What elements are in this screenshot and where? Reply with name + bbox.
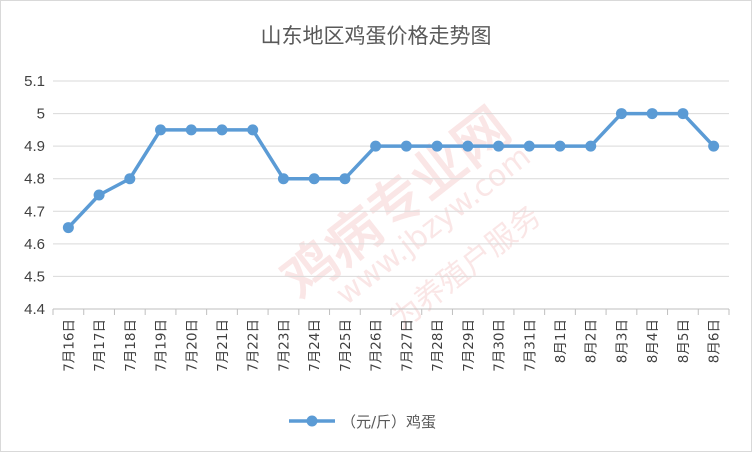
y-tick-label: 4.7 (24, 203, 45, 220)
legend-marker (306, 415, 318, 427)
y-tick-label: 4.9 (24, 138, 45, 155)
x-tick-label: 7月21日 (215, 319, 231, 372)
data-point (247, 124, 259, 136)
data-point (585, 140, 597, 152)
x-tick-label: 8月5日 (676, 319, 692, 363)
y-tick-label: 4.8 (24, 171, 45, 188)
x-tick-label: 7月17日 (92, 319, 108, 372)
legend: （元/斤）鸡蛋 (289, 413, 436, 431)
data-point (646, 108, 658, 120)
data-point (493, 140, 505, 152)
series-line (66, 111, 716, 230)
data-point (523, 140, 535, 152)
x-tick-label: 8月6日 (707, 319, 723, 363)
chart-title: 山东地区鸡蛋价格走势图 (261, 24, 492, 48)
x-tick-label: 7月18日 (123, 319, 139, 372)
y-tick-label: 4.4 (24, 301, 45, 318)
x-tick-label: 7月29日 (461, 319, 477, 372)
data-point (462, 140, 474, 152)
x-tick-label: 7月26日 (369, 319, 385, 372)
x-tick-label: 7月19日 (154, 319, 170, 372)
x-tick-label: 7月25日 (338, 319, 354, 372)
y-tick-label: 4.6 (24, 236, 45, 253)
legend-label: （元/斤）鸡蛋 (341, 413, 436, 431)
data-point (93, 189, 105, 201)
x-tick-label: 8月4日 (645, 319, 661, 363)
y-axis: 4.4 4.5 4.6 4.7 4.8 4.9 5 5.1 (24, 73, 45, 318)
x-tick-label: 7月28日 (430, 319, 446, 372)
x-tick-label: 7月23日 (276, 319, 292, 372)
x-tick-label: 8月1日 (553, 319, 569, 363)
data-point (62, 222, 74, 234)
data-point (708, 140, 720, 152)
x-tick-label: 8月2日 (584, 319, 600, 363)
data-point (370, 140, 382, 152)
data-point (339, 173, 351, 185)
data-point (431, 140, 443, 152)
x-tick-label: 8月3日 (614, 319, 630, 363)
data-point (155, 124, 167, 136)
x-tick-label: 7月22日 (246, 319, 262, 372)
x-tick-label: 7月20日 (184, 319, 200, 372)
data-point (400, 140, 412, 152)
data-point (554, 140, 566, 152)
data-point (124, 173, 136, 185)
data-point (216, 124, 228, 136)
data-point (185, 124, 197, 136)
data-point (615, 108, 627, 120)
y-tick-label: 5 (37, 106, 45, 123)
x-tick-label: 7月30日 (492, 319, 508, 372)
watermark: 鸡病专业网 www.jbzyw.com 为养殖户服务 (270, 95, 548, 337)
x-axis: 7月16日 7月17日 7月18日 7月19日 7月20日 7月21日 7月22日 7月23日… (52, 309, 730, 372)
x-tick-label: 7月31日 (522, 319, 538, 372)
data-point (677, 108, 689, 120)
y-tick-label: 4.5 (24, 268, 45, 285)
data-point (308, 173, 320, 185)
x-tick-label: 7月16日 (61, 319, 77, 372)
y-tick-label: 5.1 (24, 73, 45, 90)
gridlines (53, 80, 729, 310)
x-tick-label: 7月27日 (399, 319, 415, 372)
series-layer (62, 108, 720, 234)
x-tick-label: 7月24日 (307, 319, 323, 372)
data-point (277, 173, 289, 185)
